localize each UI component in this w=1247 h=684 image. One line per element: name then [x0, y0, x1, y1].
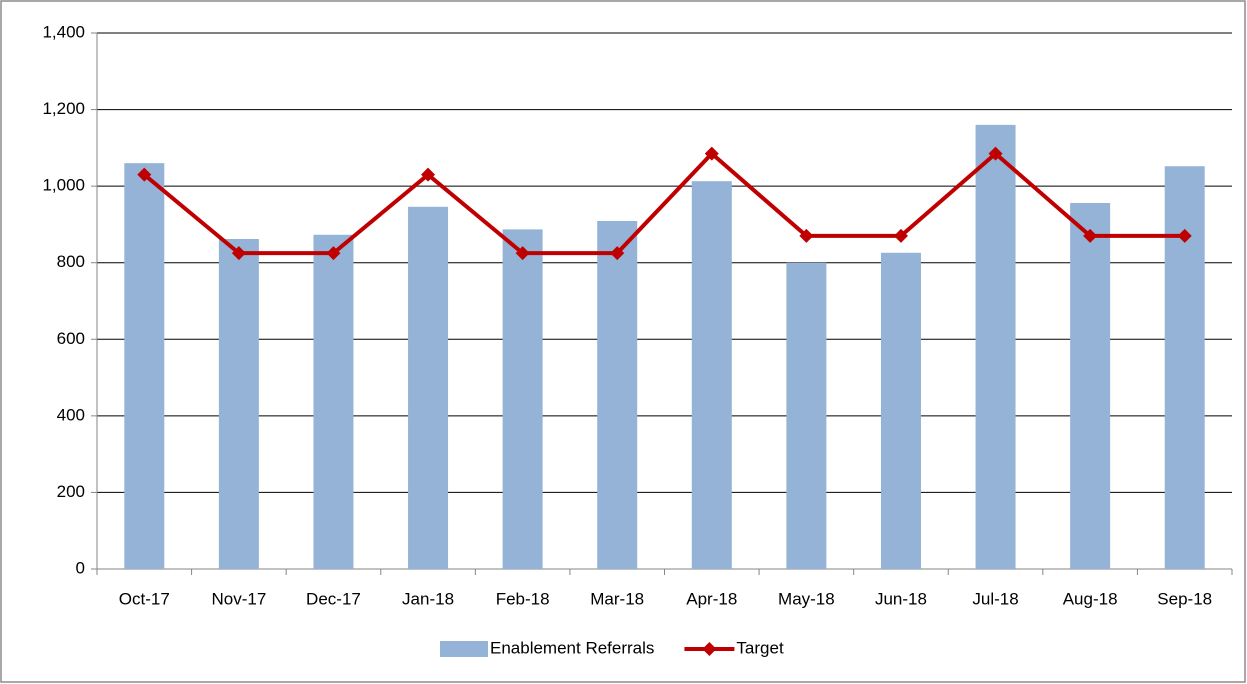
- bar: [502, 229, 543, 570]
- bar: [975, 124, 1016, 569]
- y-tick-label: 200: [57, 482, 85, 501]
- x-tick-label: Jun-18: [875, 589, 927, 608]
- bar: [408, 206, 449, 569]
- marker: [326, 246, 341, 261]
- marker: [799, 228, 814, 243]
- legend-marker: [702, 642, 717, 656]
- x-tick-label: May-18: [778, 589, 835, 608]
- y-tick-label: 800: [57, 252, 85, 271]
- x-tick-label: Aug-18: [1063, 589, 1118, 608]
- marker: [421, 167, 436, 182]
- bar: [786, 262, 827, 569]
- x-tick-label: Nov-17: [211, 589, 266, 608]
- y-tick-label: 600: [57, 329, 85, 348]
- marker: [137, 167, 152, 182]
- marker: [515, 246, 530, 261]
- bar: [597, 220, 638, 570]
- legend-label: Target: [736, 638, 784, 657]
- x-tick-label: Jul-18: [972, 589, 1018, 608]
- y-tick-label: 1,400: [42, 22, 85, 41]
- x-tick-label: Jan-18: [402, 589, 454, 608]
- bar: [124, 163, 165, 569]
- x-tick-label: Dec-17: [306, 589, 361, 608]
- bar: [880, 252, 921, 569]
- legend-label: Enablement Referrals: [490, 638, 654, 657]
- bar: [1070, 202, 1111, 569]
- marker: [610, 246, 625, 261]
- bar: [218, 238, 259, 569]
- y-tick-label: 400: [57, 405, 85, 424]
- bar: [691, 181, 732, 569]
- x-tick-label: Oct-17: [119, 589, 170, 608]
- marker: [1177, 228, 1192, 243]
- marker: [988, 146, 1003, 161]
- legend-swatch: [440, 641, 488, 657]
- y-tick-label: 1,000: [42, 176, 85, 195]
- marker: [1083, 228, 1098, 243]
- bar: [1164, 166, 1205, 569]
- y-tick-label: 0: [76, 558, 85, 577]
- x-tick-label: Sep-18: [1157, 589, 1212, 608]
- line: [143, 151, 1185, 256]
- x-tick-label: Apr-18: [686, 589, 737, 608]
- bar: [313, 234, 354, 569]
- marker: [231, 246, 246, 261]
- x-tick-label: Feb-18: [496, 589, 550, 608]
- x-tick-label: Mar-18: [590, 589, 644, 608]
- marker: [893, 228, 908, 243]
- y-tick-label: 1,200: [42, 99, 85, 118]
- marker: [704, 146, 719, 161]
